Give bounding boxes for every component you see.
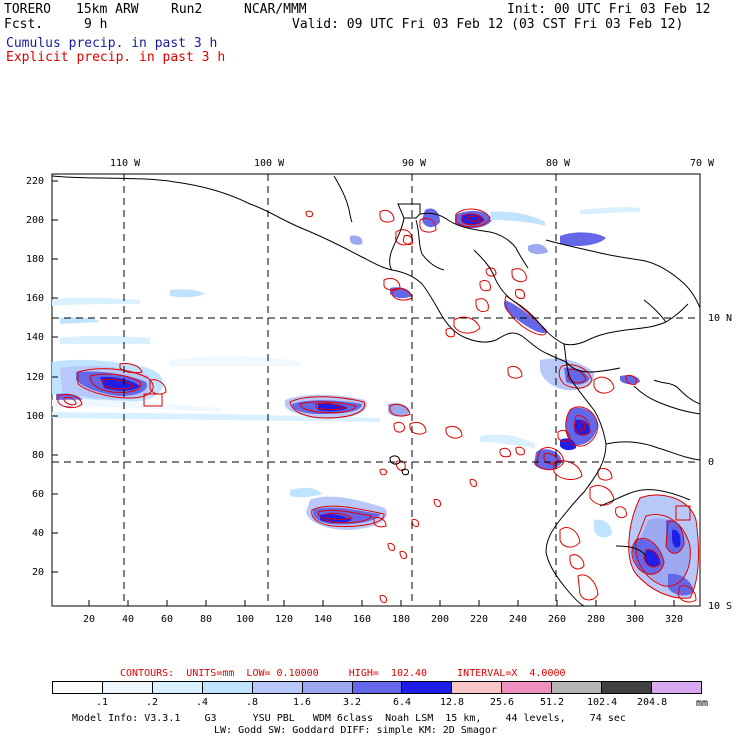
contours-info: CONTOURS: UNITS=mm LOW= 0.10000 HIGH= 10…	[120, 668, 566, 679]
explicit-precip-contours	[57, 208, 699, 603]
colorbar-swatch	[451, 682, 502, 693]
physics-info: LW: Godd SW: Goddard DIFF: simple KM: 2D…	[214, 725, 497, 736]
colorbar-label: 12.8	[440, 697, 465, 708]
x-tick: 280	[587, 614, 606, 625]
y-tick: 220	[26, 176, 45, 187]
x-tick: 300	[626, 614, 645, 625]
y-tick: 20	[32, 567, 45, 578]
y-tick: 80	[32, 450, 45, 461]
y-tick: 140	[26, 332, 45, 343]
colorbar-swatch	[401, 682, 452, 693]
model-info: Model Info: V3.3.1 G3 YSU PBL WDM 6class…	[72, 713, 626, 724]
forecast-label: Fcst.	[4, 17, 44, 32]
lon-label-110w: 110 W	[110, 158, 141, 169]
lon-label-100w: 100 W	[254, 158, 285, 169]
colorbar-label: .1	[96, 697, 109, 708]
init-time: Init: 00 UTC Fri 03 Feb 12	[507, 2, 711, 17]
colorbar-label: 1.6	[293, 697, 312, 708]
colorbar-swatch	[601, 682, 652, 693]
lat-label-10n: 10 N	[708, 313, 733, 324]
colorbar-label: 102.4	[587, 697, 618, 708]
cumulus-legend-line: Cumulus precip. in past 3 h	[6, 36, 218, 51]
x-tick: 40	[122, 614, 135, 625]
org-label: NCAR/MMM	[244, 2, 307, 17]
colorbar-swatch	[251, 682, 302, 693]
colorbar-label: 204.8	[637, 697, 668, 708]
y-tick: 40	[32, 528, 45, 539]
colorbar-swatch	[101, 682, 152, 693]
colorbar-swatch	[53, 682, 102, 693]
lat-label-0: 0	[708, 457, 715, 468]
lon-label-90w: 90 W	[402, 158, 427, 169]
graticule	[52, 174, 700, 606]
colorbar-label: 51.2	[540, 697, 565, 708]
colorbar-swatch	[151, 682, 202, 693]
colorbar-label: .4	[196, 697, 209, 708]
colorbar-swatch	[301, 682, 352, 693]
colorbar-swatch	[651, 682, 701, 693]
lon-label-70w: 70 W	[690, 158, 715, 169]
x-tick: 160	[353, 614, 372, 625]
lon-label-80w: 80 W	[546, 158, 571, 169]
run-label: Run2	[171, 2, 203, 17]
colorbar-label: 3.2	[343, 697, 362, 708]
model-name: TORERO	[4, 2, 51, 17]
valid-time: Valid: 09 UTC Fri 03 Feb 12 (03 CST Fri …	[292, 17, 684, 32]
x-tick: 200	[431, 614, 450, 625]
x-tick: 140	[314, 614, 333, 625]
x-tick: 100	[236, 614, 255, 625]
colorbar-swatch	[201, 682, 252, 693]
x-tick: 120	[275, 614, 294, 625]
colorbar-swatch	[351, 682, 402, 693]
colorbar-label: .2	[146, 697, 159, 708]
x-tick: 80	[200, 614, 213, 625]
x-tick: 320	[665, 614, 684, 625]
x-tick: 20	[83, 614, 96, 625]
y-tick: 100	[26, 411, 45, 422]
x-tick: 240	[509, 614, 528, 625]
x-tick: 220	[470, 614, 489, 625]
colorbar-label: .8	[246, 697, 259, 708]
x-tick: 180	[392, 614, 411, 625]
colorbar-swatch	[551, 682, 602, 693]
resolution-label: 15km ARW	[76, 2, 139, 17]
y-tick: 160	[26, 293, 45, 304]
y-tick: 120	[26, 372, 45, 383]
colorbar-label: 25.6	[490, 697, 515, 708]
y-tick: 180	[26, 254, 45, 265]
explicit-legend-line: Explicit precip. in past 3 h	[6, 50, 226, 65]
tick-marks	[52, 180, 675, 606]
lat-label-10s: 10 S	[708, 601, 733, 612]
colorbar-label: 6.4	[393, 697, 412, 708]
colorbar-swatch	[501, 682, 552, 693]
coastlines	[51, 175, 701, 607]
colorbar	[52, 681, 702, 694]
colorbar-labels: .1 .2 .4 .8 1.6 3.2 6.4 12.8 25.6 51.2 102.4 204.8	[52, 697, 702, 708]
forecast-hours: 9 h	[84, 17, 108, 32]
x-tick: 260	[548, 614, 567, 625]
y-tick: 60	[32, 489, 45, 500]
colorbar-unit: mm	[696, 698, 709, 709]
y-tick: 200	[26, 215, 45, 226]
x-tick: 60	[161, 614, 174, 625]
